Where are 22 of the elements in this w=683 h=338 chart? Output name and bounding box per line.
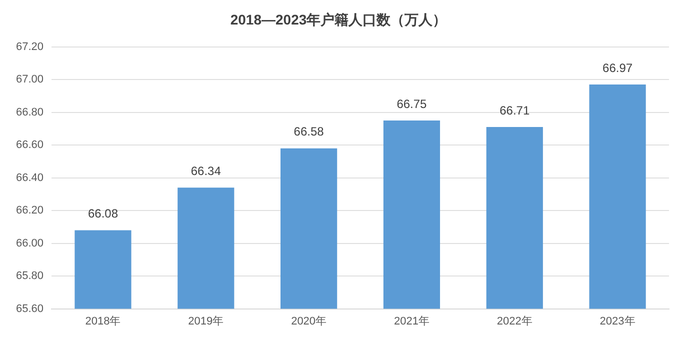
y-tick-label: 65.60: [16, 302, 44, 315]
data-label: 66.71: [500, 103, 530, 118]
y-tick-label: 67.20: [16, 40, 44, 53]
y-tick-label: 66.40: [16, 172, 44, 184]
data-label: 66.75: [396, 96, 428, 111]
y-tick-label: 66.80: [16, 106, 44, 118]
x-tick-label: 2023年: [600, 315, 636, 328]
y-tick-label: 67.00: [16, 74, 44, 86]
y-tick-label: 66.00: [16, 237, 44, 250]
x-tick-label: 2020年: [291, 315, 327, 328]
x-tick-label: 2018年: [85, 315, 121, 328]
x-tick-label: 2022年: [496, 315, 532, 328]
y-tick-label: 65.80: [16, 270, 44, 282]
x-tick-label: 2021年: [394, 315, 430, 328]
data-label: 66.08: [88, 206, 118, 221]
data-label: 66.58: [294, 124, 324, 139]
x-tick-label: 2019年: [188, 315, 224, 328]
data-label: 66.97: [602, 60, 633, 75]
y-tick-label: 66.20: [16, 204, 44, 217]
y-tick-label: 66.60: [16, 139, 44, 152]
chart-title: 2018—2023年户籍人口数（万人）: [230, 11, 447, 28]
data-label: 66.34: [190, 164, 222, 178]
